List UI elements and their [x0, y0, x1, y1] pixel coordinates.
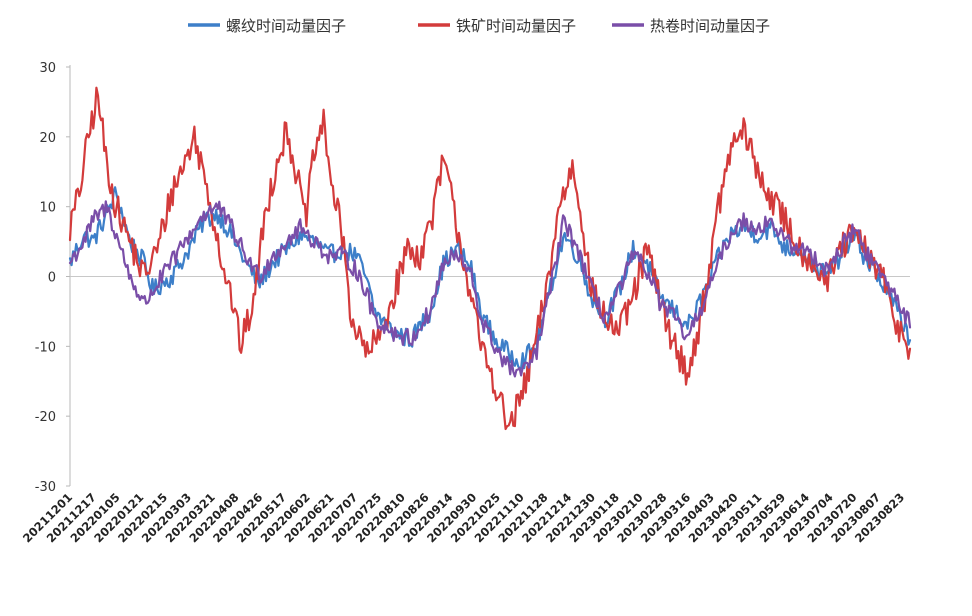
y-tick-label: -20 [35, 410, 56, 425]
y-tick-label: 20 [39, 131, 56, 146]
y-tick-label: 10 [39, 201, 56, 216]
axes [69, 65, 910, 486]
y-tick-label: 30 [39, 61, 56, 76]
series-group [68, 86, 912, 431]
y-tick-label: -10 [35, 340, 56, 355]
legend-label-1: 螺纹时间动量因子 [226, 17, 346, 35]
legend-label-3: 热卷时间动量因子 [650, 17, 770, 35]
y-tick-label: -30 [35, 480, 56, 495]
legend: 螺纹时间动量因子 铁矿时间动量因子 热卷时间动量因子 [188, 17, 770, 35]
y-axis-ticks: 30 20 10 0 -10 -20 -30 [35, 61, 70, 495]
legend-label-2: 铁矿时间动量因子 [456, 17, 576, 35]
series-line-1 [68, 186, 912, 370]
x-axis-ticks: 2021120120211217202201052022012120220215… [20, 490, 907, 545]
series-line-2 [68, 86, 912, 431]
y-tick-label: 0 [48, 271, 56, 286]
series-line-3 [68, 200, 912, 378]
